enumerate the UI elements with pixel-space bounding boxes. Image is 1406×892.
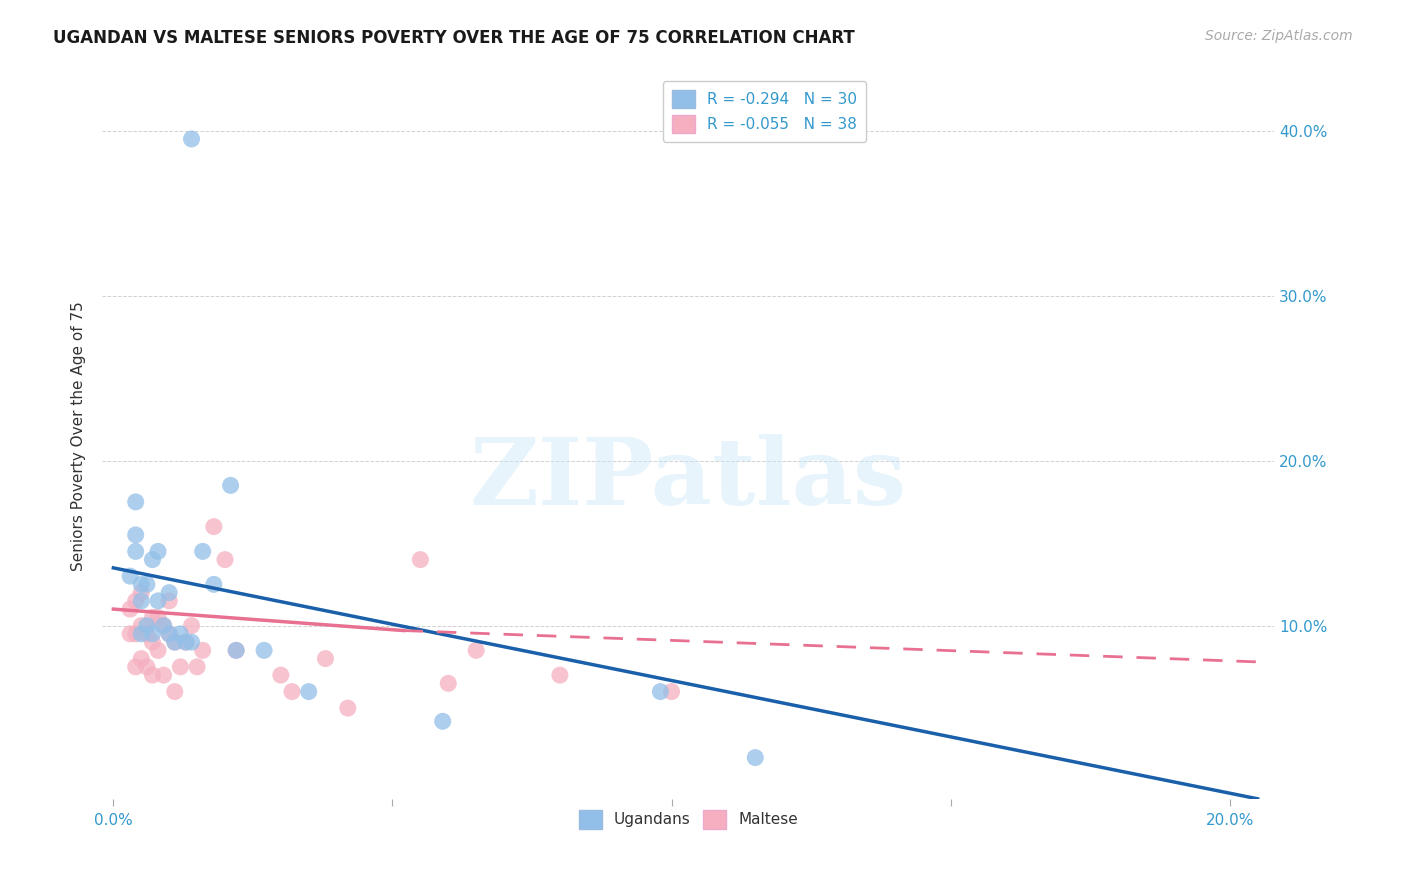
Point <box>202 577 225 591</box>
Point <box>465 643 488 657</box>
Point <box>152 618 174 632</box>
Point <box>650 684 672 698</box>
Text: Source: ZipAtlas.com: Source: ZipAtlas.com <box>1205 29 1353 43</box>
Point <box>186 660 208 674</box>
Text: ZIPatlas: ZIPatlas <box>470 434 907 524</box>
Point <box>191 544 214 558</box>
Point <box>129 585 152 599</box>
Point <box>219 478 242 492</box>
Point <box>157 627 180 641</box>
Point <box>129 627 152 641</box>
Point <box>270 668 292 682</box>
Point <box>135 627 157 641</box>
Point <box>125 627 148 641</box>
Point <box>180 635 202 649</box>
Point <box>174 635 197 649</box>
Point <box>141 552 163 566</box>
Point <box>152 618 174 632</box>
Point <box>169 627 191 641</box>
Point <box>336 701 359 715</box>
Point <box>141 610 163 624</box>
Point <box>125 495 148 509</box>
Point <box>125 660 148 674</box>
Point <box>548 668 571 682</box>
Point <box>163 684 186 698</box>
Legend: Ugandans, Maltese: Ugandans, Maltese <box>572 804 804 835</box>
Point <box>141 627 163 641</box>
Point <box>298 684 321 698</box>
Point <box>253 643 276 657</box>
Point <box>129 594 152 608</box>
Point <box>437 676 460 690</box>
Point <box>157 585 180 599</box>
Point <box>180 132 202 146</box>
Point <box>163 635 186 649</box>
Point <box>214 552 236 566</box>
Point <box>125 544 148 558</box>
Point <box>225 643 247 657</box>
Text: UGANDAN VS MALTESE SENIORS POVERTY OVER THE AGE OF 75 CORRELATION CHART: UGANDAN VS MALTESE SENIORS POVERTY OVER … <box>53 29 855 46</box>
Point <box>169 660 191 674</box>
Point <box>135 618 157 632</box>
Point <box>157 627 180 641</box>
Point <box>174 635 197 649</box>
Point <box>146 610 169 624</box>
Point <box>191 643 214 657</box>
Point <box>744 750 766 764</box>
Point <box>157 594 180 608</box>
Point <box>129 651 152 665</box>
Point <box>281 684 304 698</box>
Point <box>432 714 454 729</box>
Point <box>146 544 169 558</box>
Point <box>661 684 683 698</box>
Point <box>202 519 225 533</box>
Point <box>225 643 247 657</box>
Point <box>163 635 186 649</box>
Point <box>125 528 148 542</box>
Point <box>129 618 152 632</box>
Point <box>152 668 174 682</box>
Point <box>409 552 432 566</box>
Y-axis label: Seniors Poverty Over the Age of 75: Seniors Poverty Over the Age of 75 <box>72 301 86 571</box>
Point <box>135 660 157 674</box>
Point <box>120 627 142 641</box>
Point <box>141 635 163 649</box>
Point <box>120 569 142 583</box>
Point <box>314 651 336 665</box>
Point <box>129 577 152 591</box>
Point <box>125 594 148 608</box>
Point <box>141 668 163 682</box>
Point <box>180 618 202 632</box>
Point <box>135 577 157 591</box>
Point <box>146 643 169 657</box>
Point <box>146 594 169 608</box>
Point <box>120 602 142 616</box>
